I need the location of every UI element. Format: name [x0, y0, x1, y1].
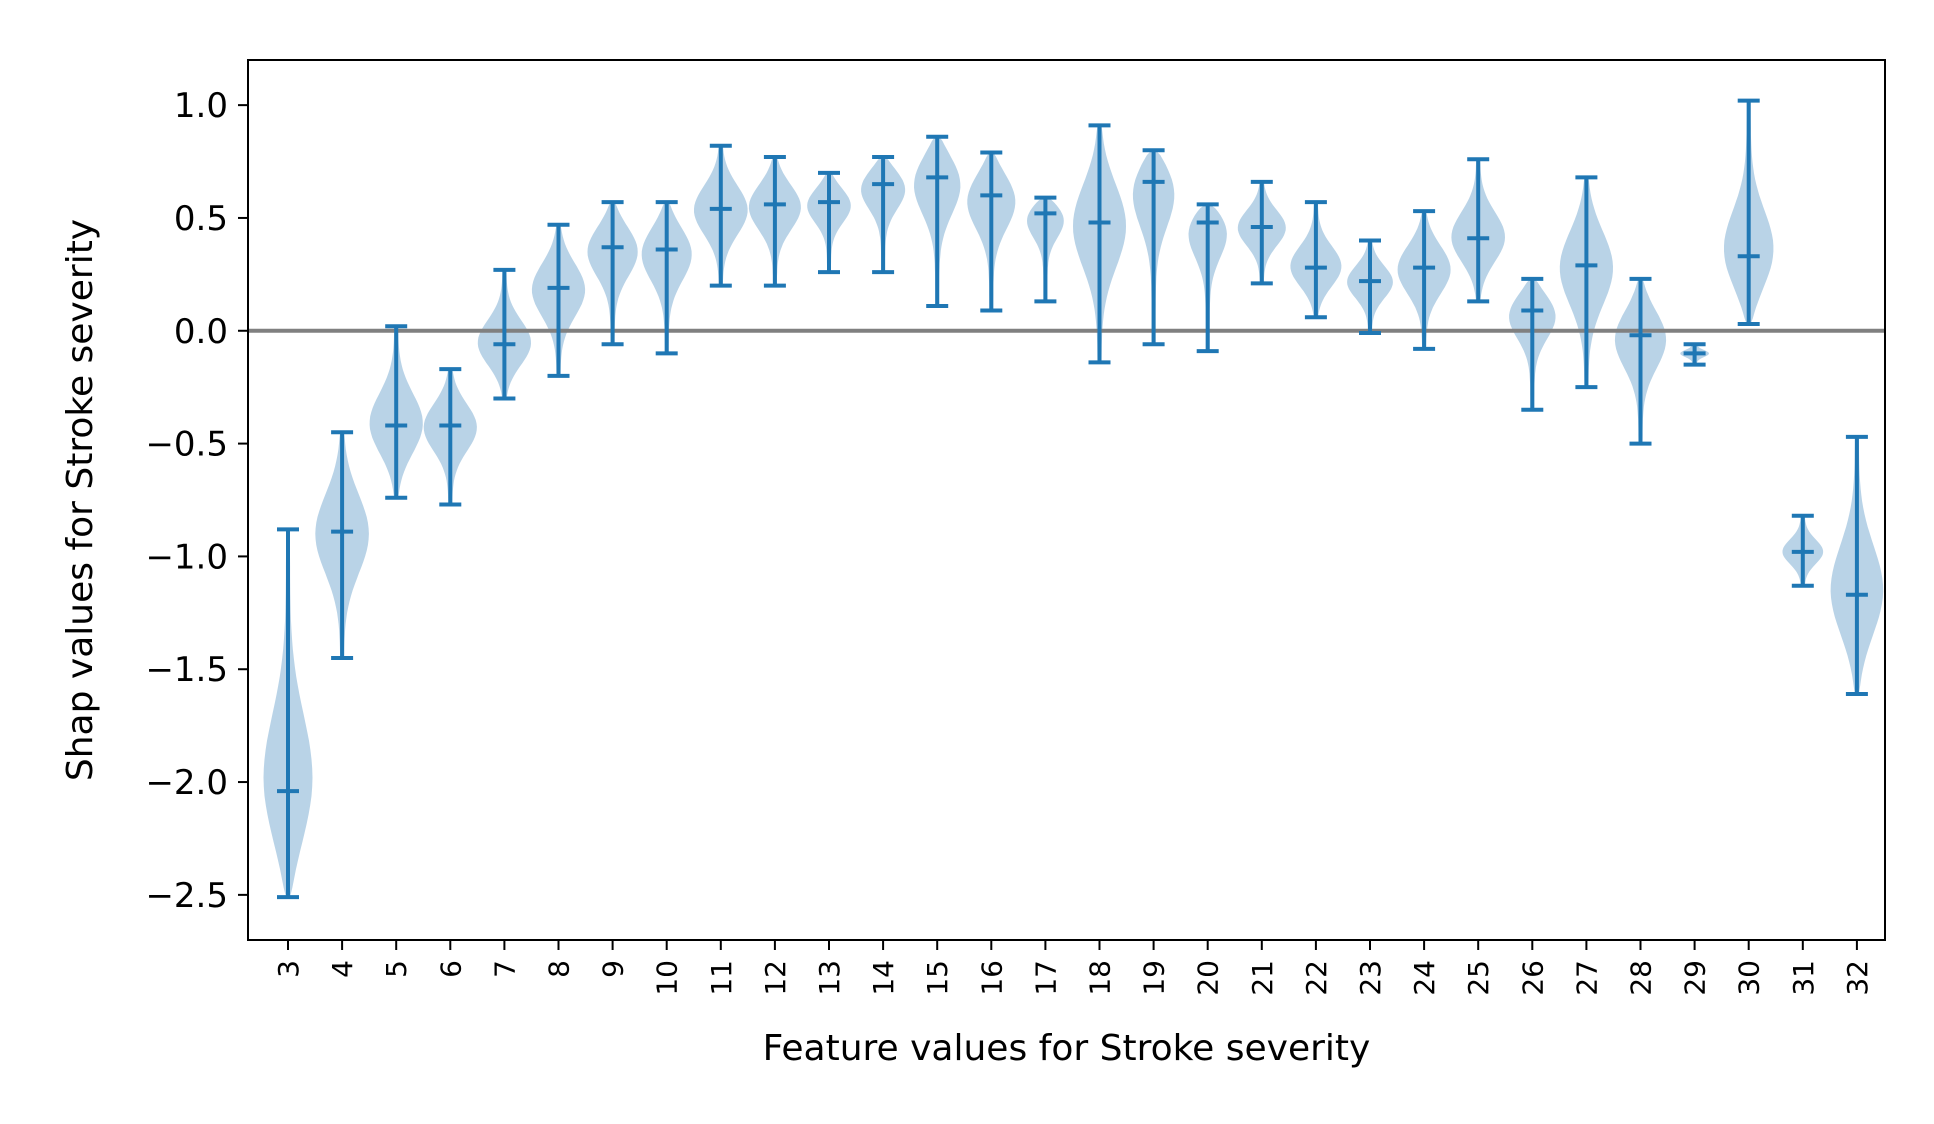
- x-axis-ticks: 3 4 5 6 7 8 9 10 11 12 13 14 15 16 17 18 19 20 21 22 23 24 25 2…: [272, 940, 1874, 996]
- x-tick-label: 15: [921, 960, 954, 996]
- x-tick-label: 21: [1246, 960, 1279, 996]
- x-tick-label: 24: [1408, 960, 1441, 996]
- plot-frame: [247, 59, 1886, 941]
- y-tick-label: −2.5: [145, 876, 228, 916]
- x-tick-label: 23: [1354, 960, 1387, 996]
- x-tick-label: 7: [488, 960, 521, 978]
- x-tick-label: 32: [1841, 960, 1874, 996]
- x-tick-label: 14: [867, 960, 900, 996]
- x-tick-label: 19: [1138, 960, 1171, 996]
- x-tick-label: 26: [1516, 960, 1549, 996]
- x-tick-label: 30: [1733, 960, 1766, 996]
- x-tick-label: 8: [543, 960, 576, 978]
- x-tick-label: 6: [434, 960, 467, 978]
- x-tick-label: 5: [380, 960, 413, 978]
- violins-layer: [263, 100, 1884, 898]
- x-tick-label: 17: [1029, 960, 1062, 996]
- y-tick-label: 1.0: [174, 86, 228, 126]
- x-tick-label: 18: [1084, 960, 1117, 996]
- x-tick-label: 11: [705, 960, 738, 996]
- x-tick-label: 12: [759, 960, 792, 996]
- y-tick-label: 0.0: [174, 312, 228, 352]
- x-tick-label: 29: [1679, 960, 1712, 996]
- x-tick-label: 9: [597, 960, 630, 978]
- x-tick-label: 16: [975, 960, 1008, 996]
- x-tick-label: 3: [272, 960, 305, 978]
- x-tick-label: 13: [813, 960, 846, 996]
- x-tick-label: 22: [1300, 960, 1333, 996]
- y-tick-label: −0.5: [145, 425, 228, 465]
- x-tick-label: 25: [1462, 960, 1495, 996]
- y-axis-ticks: 1.0 0.5 0.0 −0.5 −1.0 −1.5 −2.0 −2.5: [145, 86, 248, 916]
- x-tick-label: 10: [651, 960, 684, 996]
- x-tick-label: 28: [1625, 960, 1658, 996]
- whiskers-layer: [277, 98, 1868, 900]
- y-tick-label: −2.0: [145, 763, 228, 803]
- x-axis-label: Feature values for Stroke severity: [763, 1028, 1371, 1069]
- y-tick-label: 0.5: [174, 199, 228, 239]
- x-tick-label: 4: [326, 960, 359, 978]
- x-tick-label: 31: [1787, 960, 1820, 996]
- y-tick-label: −1.0: [145, 537, 228, 577]
- x-tick-label: 20: [1192, 960, 1225, 996]
- y-tick-label: −1.5: [145, 650, 228, 690]
- x-tick-label: 27: [1570, 960, 1603, 996]
- y-axis-label: Shap values for Stroke severity: [60, 219, 101, 781]
